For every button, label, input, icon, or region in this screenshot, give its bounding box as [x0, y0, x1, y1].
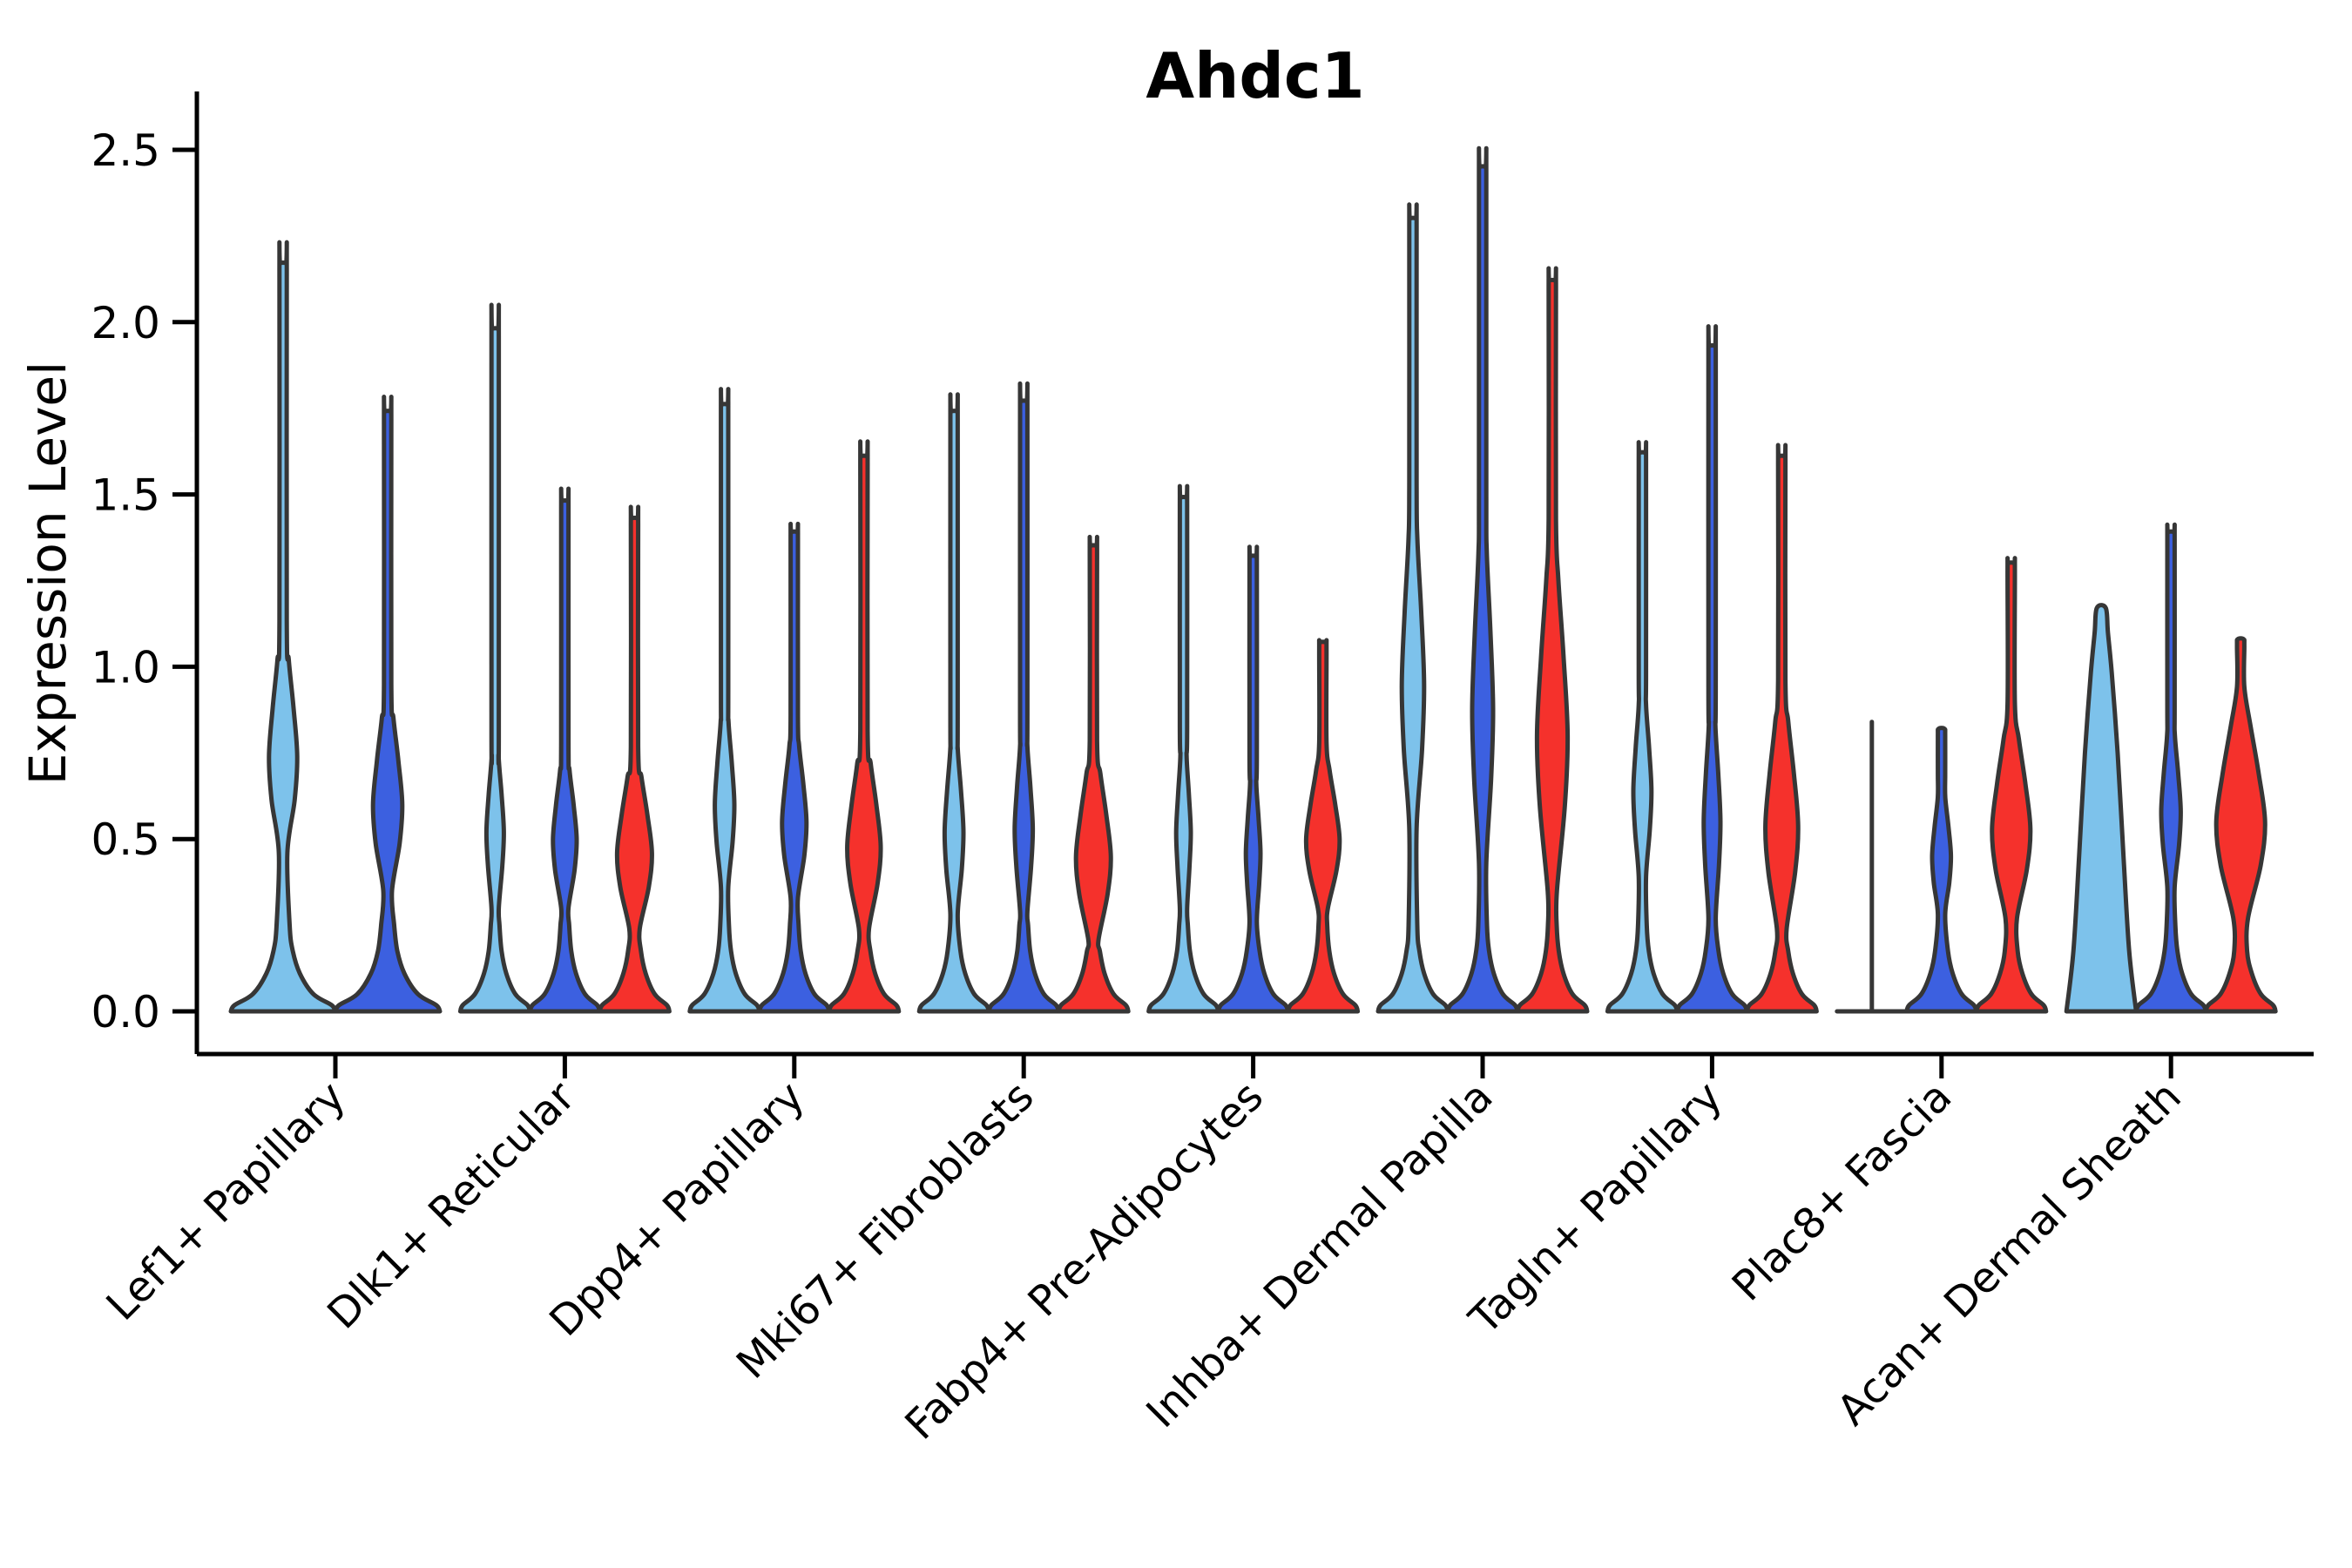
violin-plac8-royalblue — [1904, 726, 1979, 1014]
y-tick-label: 0.0 — [91, 987, 160, 1037]
violin-lef1-royalblue — [333, 395, 443, 1014]
axes-layer — [172, 91, 2314, 1078]
violin-mki67-red — [1056, 535, 1131, 1014]
violin-dpp4-red — [827, 439, 902, 1014]
violin-dlk1-royalblue — [527, 486, 602, 1014]
x-tick-label: Tagln+ Papillary — [1460, 1072, 1732, 1344]
violin-tagln-red — [1744, 443, 1819, 1014]
violin-fabp4-royalblue — [1216, 544, 1291, 1014]
violin-tagln-skyblue — [1605, 440, 1680, 1014]
violin-fabp4-skyblue — [1146, 483, 1221, 1014]
x-tick-label: Lef1+ Papillary — [98, 1072, 355, 1330]
violin-acan-skyblue — [2064, 603, 2139, 1014]
violin-dlk1-red — [597, 504, 672, 1014]
violin-mki67-skyblue — [916, 392, 991, 1014]
x-tick-label: Dlk1+ Reticular — [318, 1072, 585, 1339]
violin-dlk1-skyblue — [457, 302, 532, 1014]
violin-mki67-royalblue — [986, 381, 1061, 1014]
violins-layer — [228, 145, 2278, 1014]
y-axis-label: Expression Level — [18, 362, 78, 785]
labels-layer: Ahdc1 Expression Level 0.0 0.5 1.0 1.5 2.0 2.5 L… — [18, 39, 2191, 1450]
violin-fabp4-red — [1286, 638, 1361, 1014]
violin-plac8-red — [1974, 556, 2049, 1014]
violin-inhba-royalblue — [1445, 145, 1520, 1014]
page-title: Ahdc1 — [1146, 39, 1364, 112]
violin-tagln-royalblue — [1674, 324, 1749, 1014]
violin-plac8-skyblue — [1835, 720, 1909, 1014]
violin-inhba-skyblue — [1375, 202, 1450, 1014]
violin-acan-red — [2203, 636, 2278, 1014]
violin-inhba-red — [1515, 266, 1590, 1014]
y-tick-label: 1.0 — [91, 642, 160, 693]
y-tick-label: 2.0 — [91, 298, 160, 348]
y-tick-label: 0.5 — [91, 814, 160, 865]
y-tick-label: 1.5 — [91, 470, 160, 521]
violin-acan-royalblue — [2133, 522, 2208, 1014]
violin-lef1-skyblue — [228, 240, 338, 1014]
x-tick-label: Dpp4+ Papillary — [540, 1072, 814, 1346]
x-tick-label: Plac8+ Fascia — [1723, 1072, 1962, 1311]
y-tick-label: 2.5 — [91, 125, 160, 176]
violin-dpp4-royalblue — [757, 522, 832, 1014]
violin-dpp4-skyblue — [687, 387, 762, 1014]
